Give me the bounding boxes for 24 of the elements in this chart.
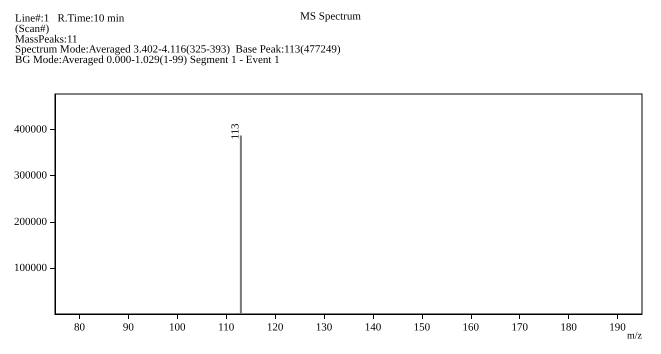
x-tick-label: 100 <box>169 322 186 334</box>
x-tick-label: 110 <box>218 322 235 334</box>
x-tick-label: 160 <box>462 322 480 334</box>
x-tick-label: 80 <box>74 322 86 334</box>
chart-title: MS Spectrum <box>300 10 362 22</box>
y-tick-label: 200000 <box>14 216 48 228</box>
y-tick-label: 100000 <box>14 262 48 274</box>
x-axis-title: m/z <box>627 330 643 342</box>
x-tick-label: 120 <box>266 322 284 334</box>
text: (Scan#) <box>15 22 50 35</box>
x-tick-label: 130 <box>316 322 333 334</box>
text: MassPeaks:11 <box>15 33 78 46</box>
x-tick-label: 180 <box>560 322 578 334</box>
x-tick-label: 170 <box>511 322 528 334</box>
text: Spectrum Mode:Averaged 3.402-4.116(325-393) Base Peak:113(477249) <box>15 44 341 56</box>
x-tick-label: 190 <box>609 322 626 334</box>
x-tick-label: 140 <box>364 322 382 334</box>
annotation: 113 <box>229 122 242 140</box>
y-tick-label: 300000 <box>14 170 48 182</box>
x-tick-label: 150 <box>414 322 431 334</box>
text: Line#:1 R.Time:10 min <box>15 12 125 24</box>
y-tick-label: 400000 <box>14 124 48 136</box>
x-tick-label: 90 <box>122 322 134 334</box>
text: BG Mode:Averaged 0.000-1.029(1-99) Segment 1 - Event 1 <box>15 54 280 66</box>
